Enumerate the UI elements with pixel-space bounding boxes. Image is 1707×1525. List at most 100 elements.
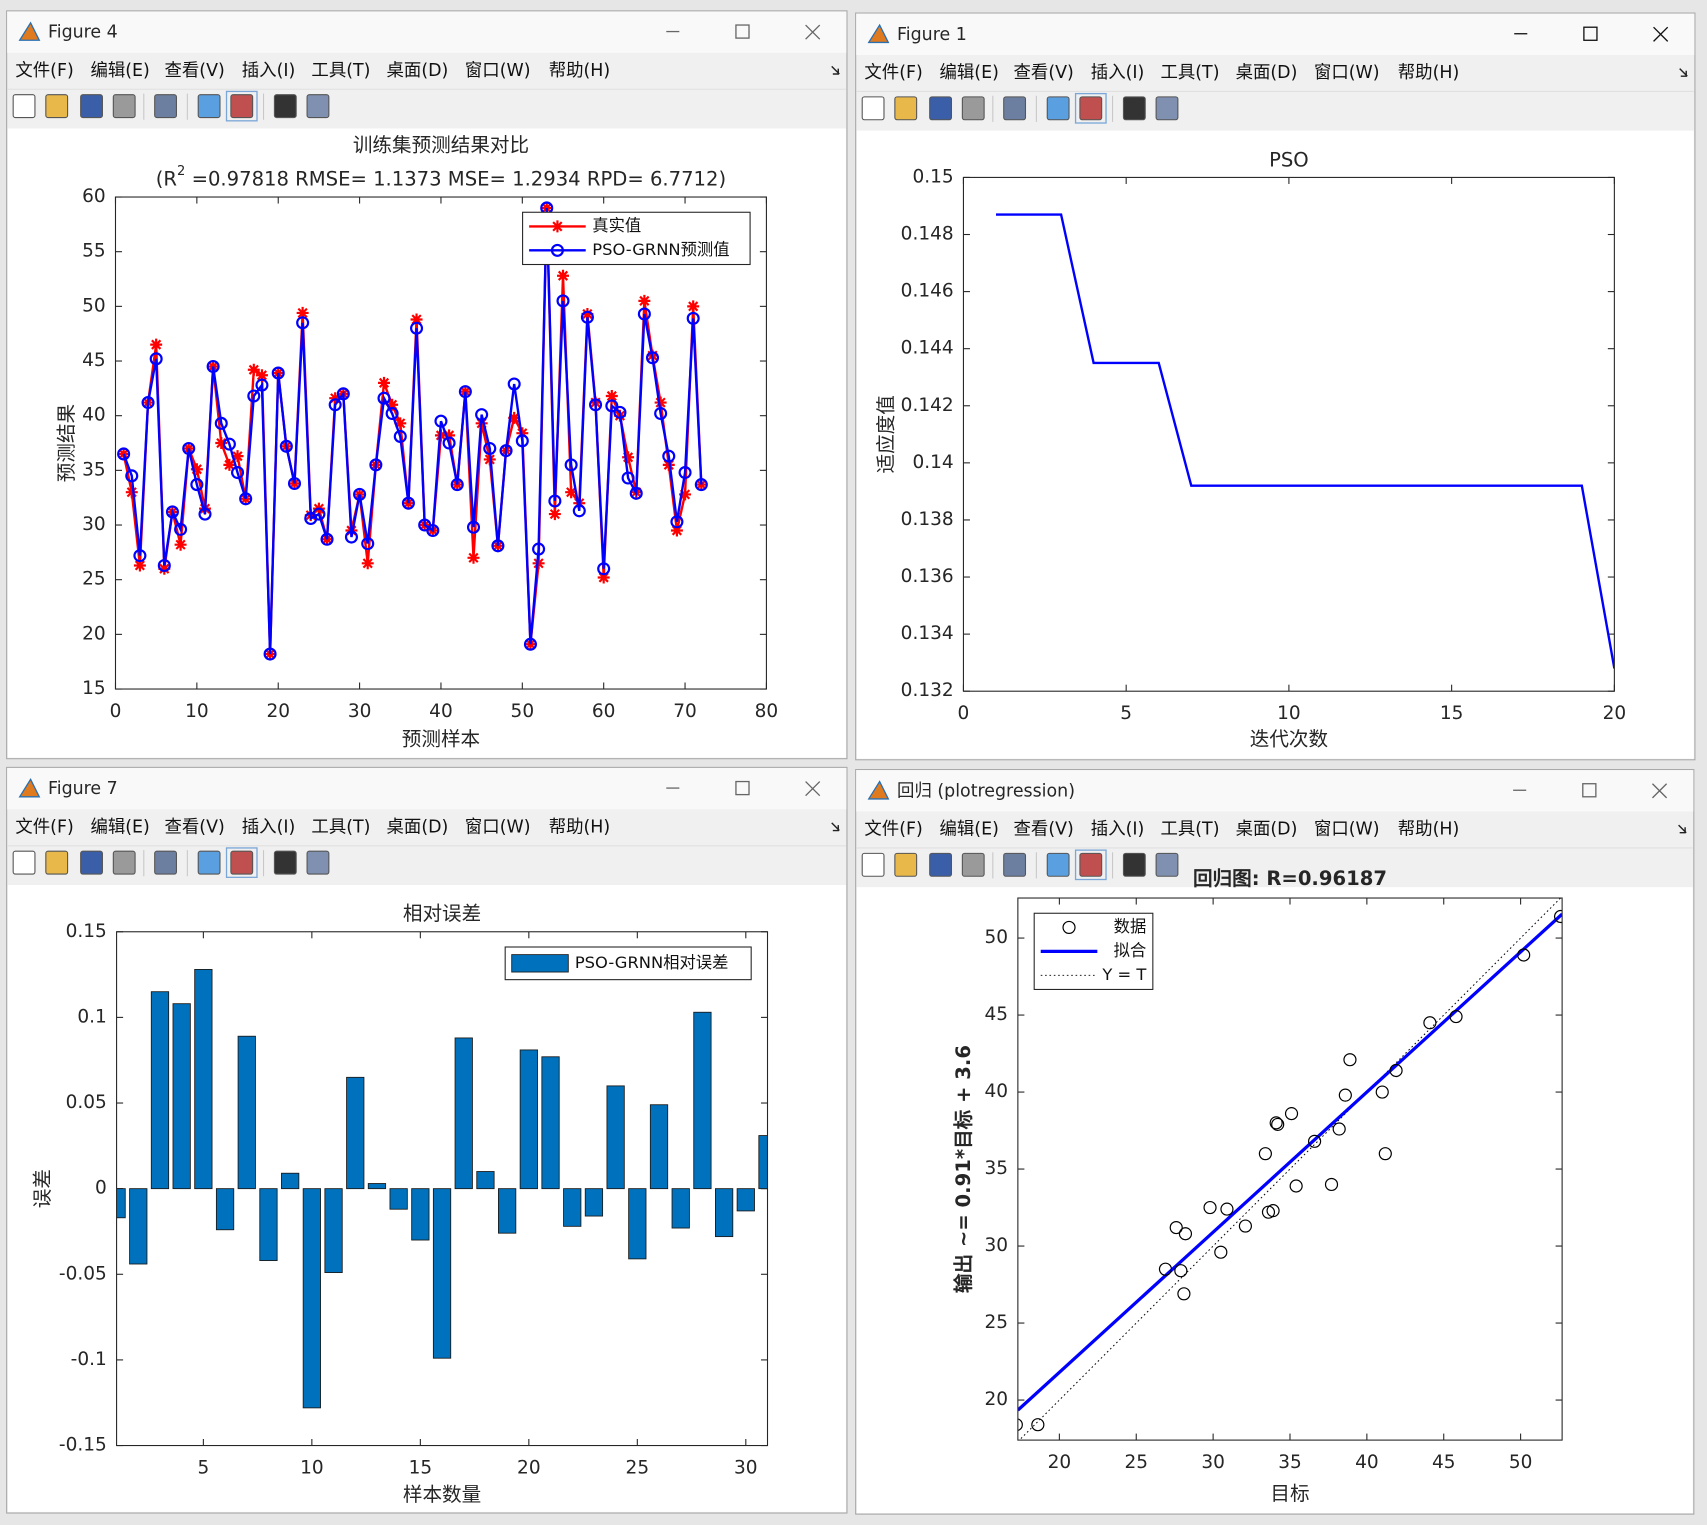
toolbar-button[interactable] [1155,96,1179,121]
menu-item[interactable]: 帮助(H) [1398,819,1459,839]
close-button[interactable] [1652,783,1668,799]
menu-item[interactable]: 文件(F) [15,61,73,81]
y-tick-label: 25 [82,569,106,590]
menu-item[interactable]: 查看(V) [1014,63,1074,83]
menu-item[interactable]: 查看(V) [164,61,224,81]
menu-dock-arrow[interactable] [1679,68,1688,77]
menu-item[interactable]: 帮助(H) [549,61,610,81]
toolbar-button[interactable] [929,852,953,877]
toolbar-button[interactable] [80,94,103,119]
toolbar-button[interactable] [861,852,885,877]
menu-item[interactable]: 桌面(D) [387,61,449,81]
toolbar-button[interactable] [1079,852,1103,877]
bar [389,1188,408,1210]
marker-circle [678,466,692,480]
maximize-button[interactable] [1582,783,1597,798]
marker-star [605,390,618,402]
menu-item[interactable]: 工具(T) [1160,63,1219,83]
menu-item[interactable]: 帮助(H) [1398,63,1459,83]
menu-item[interactable]: 查看(V) [164,817,224,837]
menu-item[interactable]: 插入(I) [1091,63,1145,83]
marker-circle [491,539,505,553]
marker-star [670,524,683,537]
toolbar-button[interactable] [12,850,36,875]
close-button[interactable] [1653,26,1669,42]
toolbar-button[interactable] [306,850,330,875]
marker-star [597,571,610,584]
menu-item[interactable]: 窗口(W) [1314,819,1380,839]
legend-label: PSO-GRNN预测值 [592,240,729,259]
menu-item[interactable]: 窗口(W) [1314,63,1380,83]
close-button[interactable] [805,781,821,797]
menu-item[interactable]: 编辑(E) [90,61,149,81]
toolbar-button[interactable] [197,94,221,119]
toolbar-button[interactable] [894,852,918,877]
marker-star [654,396,667,409]
maximize-button[interactable] [735,24,750,39]
toolbar-button[interactable] [1003,96,1027,121]
marker-circle [157,558,171,573]
toolbar-button[interactable] [112,94,136,119]
toolbar-button[interactable] [1046,96,1070,121]
menu-item[interactable]: 文件(F) [864,819,922,839]
x-tick-label: 0 [110,701,122,722]
menu-item[interactable]: 桌面(D) [387,817,449,837]
menu-item[interactable]: 查看(V) [1014,819,1074,839]
toolbar-button[interactable] [230,94,254,119]
toolbar-button[interactable] [12,94,36,119]
menu-item[interactable]: 工具(T) [1160,819,1219,839]
toolbar-button[interactable] [273,94,297,119]
menu-dock-arrow[interactable] [831,822,840,832]
marker-circle [255,378,269,392]
toolbar-button[interactable] [154,94,177,119]
menu-item[interactable]: 帮助(H) [549,817,610,837]
toolbar-button[interactable] [80,850,103,875]
menu-item[interactable]: 桌面(D) [1236,819,1298,839]
toolbar-button[interactable] [45,850,69,875]
toolbar-button[interactable] [1003,852,1027,877]
marker-circle [206,359,220,374]
y-tick-label: 0.142 [901,395,954,416]
toolbar-button[interactable] [197,850,221,875]
menu-item[interactable]: 插入(I) [242,817,296,837]
toolbar-button[interactable] [45,94,69,119]
toolbar-button[interactable] [154,850,177,875]
menu-item[interactable]: 窗口(W) [465,61,531,81]
menu-item[interactable]: 编辑(E) [90,817,149,837]
toolbar-button[interactable] [273,850,297,875]
x-tick-label: 30 [734,1457,758,1478]
toolbar-button[interactable] [230,850,254,875]
maximize-button[interactable] [1583,26,1598,41]
marker-star [255,369,268,382]
menu-dock-arrow[interactable] [831,65,840,75]
toolbar-button[interactable] [961,852,985,877]
menu-item[interactable]: 工具(T) [311,61,370,81]
toolbar-button[interactable] [1079,96,1103,121]
toolbar-button[interactable] [861,96,885,121]
toolbar-button[interactable] [306,94,330,119]
menu-dock-arrow[interactable] [1678,824,1687,834]
menu-item[interactable]: 桌面(D) [1236,63,1298,83]
maximize-button[interactable] [735,780,750,796]
toolbar-button[interactable] [1122,96,1146,121]
y-tick-label: 50 [985,927,1009,948]
toolbar-button[interactable] [894,96,918,121]
toolbar-button[interactable] [1046,852,1070,877]
menu-item[interactable]: 文件(F) [15,817,73,837]
menu-item[interactable]: 工具(T) [311,817,370,837]
close-button[interactable] [805,24,821,40]
toolbar-button[interactable] [1122,852,1146,877]
menu-item[interactable]: 编辑(E) [939,63,998,83]
bar [519,1049,538,1190]
menu-item[interactable]: 窗口(W) [465,817,531,837]
toolbar-button[interactable] [961,96,985,121]
toolbar-button[interactable] [1155,852,1179,877]
toolbar-button[interactable] [929,96,953,121]
toolbar-button[interactable] [112,850,136,875]
menu-item[interactable]: 文件(F) [864,63,922,83]
menu-item[interactable]: 插入(I) [1091,819,1145,839]
marker-star [394,417,407,430]
menu-item[interactable]: 编辑(E) [939,819,998,839]
menu-item[interactable]: 插入(I) [242,61,296,81]
